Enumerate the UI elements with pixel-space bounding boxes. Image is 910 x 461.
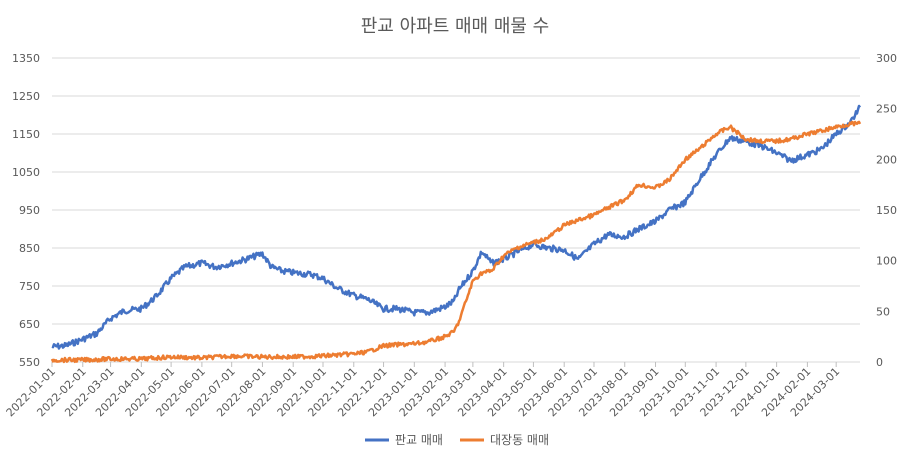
legend-label-1: 대장동 매매 (490, 433, 549, 447)
x-axis: 2022-01-012022-02-012022-03-012022-04-01… (4, 362, 842, 419)
y-left-tick-label: 650 (19, 318, 40, 331)
series-layer (50, 104, 862, 364)
y-left-tick-label: 850 (19, 242, 40, 255)
y-left-tick-label: 1150 (12, 128, 40, 141)
y-left-tick-label: 550 (19, 356, 40, 369)
y-right-tick-label: 100 (876, 255, 897, 268)
legend-label-0: 판교 매매 (395, 433, 443, 447)
y-right-tick-label: 0 (876, 356, 883, 369)
series-line-1 (50, 120, 862, 364)
gridlines (52, 57, 860, 363)
y-axis-left: 550 650 750 850 950 1050 1150 1250 1350 (12, 52, 40, 369)
y-right-tick-label: 200 (876, 153, 897, 166)
y-left-tick-label: 750 (19, 280, 40, 293)
y-left-tick-label: 1350 (12, 52, 40, 65)
y-axis-right: 0 50 100 150 200 250 300 (876, 52, 897, 369)
y-right-tick-label: 250 (876, 103, 897, 116)
legend[interactable]: 판교 매매 대장동 매매 (365, 433, 549, 447)
chart-title: 판교 아파트 매매 매물 수 (361, 16, 550, 37)
y-left-tick-label: 1250 (12, 90, 40, 103)
y-right-tick-label: 300 (876, 52, 897, 65)
y-right-tick-label: 50 (876, 305, 890, 318)
series-line-0 (51, 104, 862, 350)
y-left-tick-label: 1050 (12, 166, 40, 179)
y-left-tick-label: 950 (19, 204, 40, 217)
y-right-tick-label: 150 (876, 204, 897, 217)
